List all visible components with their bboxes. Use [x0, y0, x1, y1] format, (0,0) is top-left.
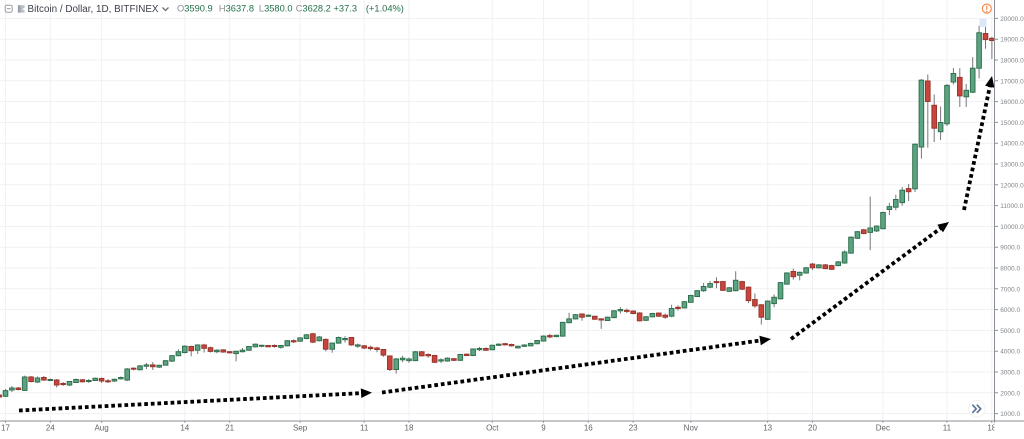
svg-text:Oct: Oct: [486, 424, 499, 433]
svg-text:4000.0: 4000.0: [1000, 349, 1020, 356]
svg-text:20000.0: 20000.0: [1000, 16, 1024, 23]
svg-text:10000.0: 10000.0: [1000, 224, 1024, 231]
svg-text:+37.3: +37.3: [334, 4, 358, 14]
svg-text:18: 18: [405, 424, 414, 433]
svg-text:12000.0: 12000.0: [1000, 182, 1024, 189]
svg-text:(+1.04%): (+1.04%): [366, 4, 404, 14]
svg-text:17000.0: 17000.0: [1000, 78, 1024, 85]
svg-text:C3628.2: C3628.2: [296, 4, 331, 14]
svg-text:L3580.0: L3580.0: [259, 4, 293, 14]
svg-text:16: 16: [584, 424, 593, 433]
svg-text:Aug: Aug: [94, 424, 108, 433]
svg-text:15000.0: 15000.0: [1000, 120, 1024, 127]
svg-text:Nov: Nov: [684, 424, 698, 433]
svg-text:Sep: Sep: [293, 424, 308, 433]
svg-text:18000.0: 18000.0: [1000, 58, 1024, 65]
svg-text:11: 11: [943, 424, 952, 433]
svg-text:14: 14: [180, 424, 189, 433]
svg-text:11: 11: [360, 424, 369, 433]
svg-text:Dec: Dec: [876, 424, 890, 433]
svg-text:13: 13: [763, 424, 772, 433]
svg-text:23: 23: [629, 424, 638, 433]
svg-text:O3590.9: O3590.9: [177, 4, 213, 14]
svg-text:13000.0: 13000.0: [1000, 162, 1024, 169]
svg-text:19000.0: 19000.0: [1000, 37, 1024, 44]
svg-text:3000.0: 3000.0: [1000, 370, 1020, 377]
svg-text:9: 9: [541, 424, 546, 433]
svg-text:14000.0: 14000.0: [1000, 141, 1024, 148]
svg-text:1000.0: 1000.0: [1000, 411, 1020, 418]
svg-text:16000.0: 16000.0: [1000, 99, 1024, 106]
svg-text:9000.0: 9000.0: [1000, 245, 1020, 252]
svg-text:8000.0: 8000.0: [1000, 266, 1020, 273]
svg-text:21: 21: [225, 424, 234, 433]
svg-text:2000.0: 2000.0: [1000, 390, 1020, 397]
svg-text:11000.0: 11000.0: [1000, 203, 1023, 210]
svg-text:7000.0: 7000.0: [1000, 286, 1020, 293]
svg-text:5000.0: 5000.0: [1000, 328, 1020, 335]
svg-text:17: 17: [1, 424, 10, 433]
svg-text:18: 18: [987, 424, 996, 433]
svg-text:6000.0: 6000.0: [1000, 307, 1020, 314]
svg-text:H3637.8: H3637.8: [219, 4, 254, 14]
svg-text:Bitcoin / Dollar, 1D, BITFINEX: Bitcoin / Dollar, 1D, BITFINEX: [28, 4, 159, 15]
svg-text:24: 24: [46, 424, 55, 433]
svg-text:20: 20: [808, 424, 817, 433]
